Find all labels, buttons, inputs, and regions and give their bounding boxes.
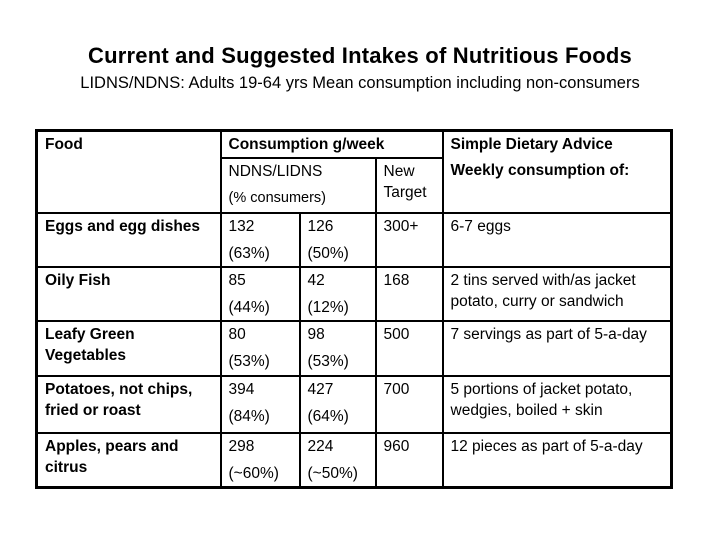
lidns-cell: 427 (64%)	[298, 375, 377, 435]
lidns-value: 42	[307, 272, 325, 290]
lidns-value: 224	[307, 438, 334, 456]
lidns-value: 126	[307, 218, 334, 236]
food-name: Oily Fish	[35, 266, 222, 323]
lidns-cell: 126 (50%)	[298, 212, 377, 269]
header-consumption: Consumption g/week	[219, 129, 444, 160]
lidns-pct: (50%)	[307, 244, 349, 262]
header-row-sub: NDNS/LIDNS (% consumers) New Target	[37, 157, 672, 215]
header-food: Food	[35, 129, 222, 215]
advice-cell: 7 servings as part of 5-a-day	[441, 320, 673, 378]
page-subtitle: LIDNS/NDNS: Adults 19-64 yrs Mean consum…	[80, 74, 640, 92]
advice-cell: 6-7 eggs	[441, 212, 673, 269]
ndns-pct: (84%)	[228, 407, 270, 425]
header-new-target: New Target	[374, 157, 444, 215]
lidns-value: 427	[307, 381, 334, 399]
lidns-cell: 42 (12%)	[298, 266, 377, 323]
table-row-eggs: Eggs and egg dishes 132 (63%) 126 (50%) …	[35, 212, 673, 269]
target-cell: 168	[374, 266, 444, 323]
ndns-cell: 80 (53%)	[219, 320, 301, 378]
ndns-cell: 394 (84%)	[219, 375, 301, 435]
table-row-oily-fish: Oily Fish 85 (44%) 42 (12%) 168 2 tins s…	[35, 266, 673, 323]
ndns-cell: 298 (~60%)	[219, 432, 301, 489]
advice-cell: 12 pieces as part of 5-a-day	[441, 432, 673, 489]
food-name: Apples, pears and citrus	[35, 432, 222, 489]
food-name: Leafy Green Vegetables	[35, 320, 222, 378]
ndns-value: 298	[228, 438, 255, 456]
target-cell: 700	[374, 375, 444, 435]
ndns-value: 80	[228, 326, 246, 344]
advice-cell: 2 tins served with/as jacket potato, cur…	[441, 266, 673, 323]
table-row-apples: Apples, pears and citrus 298 (~60%) 224 …	[35, 432, 673, 489]
ndns-value: 132	[228, 218, 255, 236]
target-cell: 300+	[374, 212, 444, 269]
table-row-leafy-green: Leafy Green Vegetables 80 (53%) 98 (53%)…	[35, 320, 673, 378]
target-cell: 960	[374, 432, 444, 489]
food-name: Eggs and egg dishes	[35, 212, 222, 269]
ndns-cell: 132 (63%)	[219, 212, 301, 269]
ndns-value: 85	[228, 272, 246, 290]
lidns-pct: (12%)	[307, 298, 349, 316]
header-advice-line1: Simple Dietary Advice	[450, 136, 613, 153]
lidns-cell: 98 (53%)	[298, 320, 377, 378]
header-row-top: Food Consumption g/week Simple Dietary A…	[35, 129, 673, 215]
advice-cell: 5 portions of jacket potato, wedgies, bo…	[441, 375, 673, 435]
lidns-value: 98	[307, 326, 325, 344]
header-ndns-lidns: NDNS/LIDNS (% consumers)	[219, 157, 377, 215]
header-ndns-lidns-label: NDNS/LIDNS	[228, 163, 323, 181]
header-advice-line2: Weekly consumption of:	[450, 162, 630, 180]
ndns-pct: (63%)	[228, 244, 270, 262]
lidns-pct: (~50%)	[307, 464, 358, 482]
ndns-value: 394	[228, 381, 255, 399]
header-advice: Simple Dietary Advice Weekly consumption…	[441, 129, 673, 215]
food-name: Potatoes, not chips, fried or roast	[35, 375, 222, 435]
nutrition-table: Food Consumption g/week Simple Dietary A…	[35, 129, 673, 490]
ndns-pct: (~60%)	[228, 464, 279, 482]
ndns-cell: 85 (44%)	[219, 266, 301, 323]
page-title: Current and Suggested Intakes of Nutriti…	[88, 43, 632, 68]
table-row-potatoes: Potatoes, not chips, fried or roast 394 …	[35, 375, 673, 435]
ndns-pct: (53%)	[228, 352, 270, 370]
target-cell: 500	[374, 320, 444, 378]
header-ndns-lidns-note: (% consumers)	[228, 189, 327, 206]
ndns-pct: (44%)	[228, 298, 270, 316]
lidns-pct: (64%)	[307, 407, 349, 425]
lidns-cell: 224 (~50%)	[298, 432, 377, 489]
lidns-pct: (53%)	[307, 352, 349, 370]
